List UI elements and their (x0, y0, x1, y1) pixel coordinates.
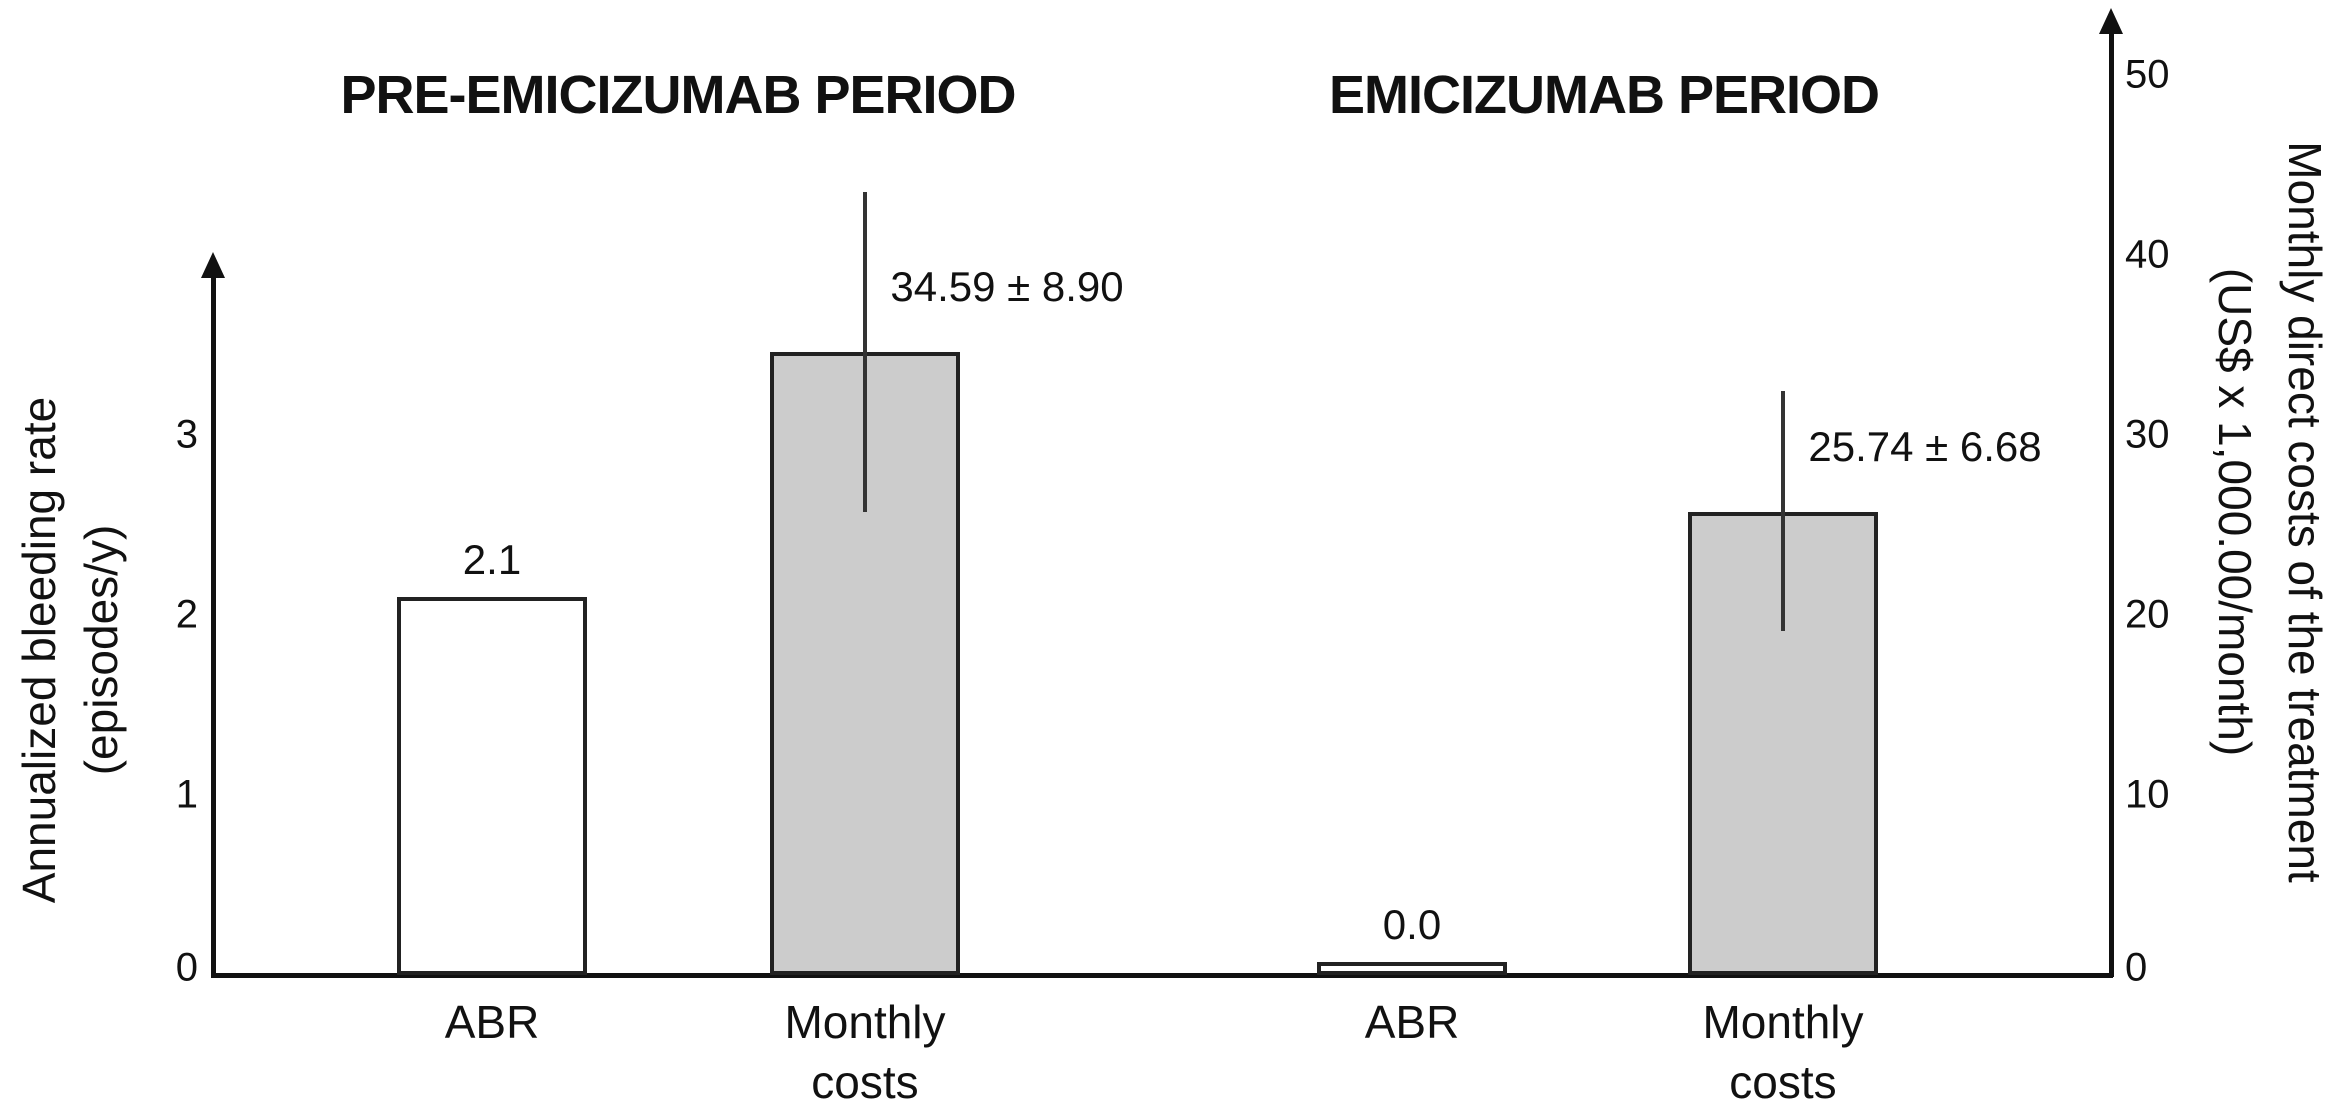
category-label-group0-monthly-costs: Monthly costs (784, 992, 945, 1109)
value-label-group1-monthly-costs: 25.74 ± 6.68 (1808, 423, 2042, 470)
category-label-line: ABR (1364, 996, 1460, 1048)
category-label-line: Monthly (784, 996, 946, 1048)
value-label-group0-abr: 2.1 (462, 536, 522, 583)
left-tick-label-3: 3 (175, 412, 198, 457)
bar-group0-abr (397, 597, 587, 975)
category-label-group1-abr: ABR (1365, 992, 1460, 1052)
error-bar-group0-monthly-costs (863, 192, 867, 512)
right-y-axis-title-line1: Monthly direct costs of the treatment (2279, 141, 2331, 883)
category-label-line: costs (1729, 1056, 1837, 1108)
bar-group1-monthly-costs (1688, 512, 1878, 975)
category-label-line: costs (811, 1056, 919, 1108)
right-y-axis-title-line2: (US$ x 1,000.00/month) (2209, 267, 2261, 757)
value-label-group1-abr: 0.0 (1382, 901, 1442, 948)
error-bar-group1-monthly-costs (1781, 391, 1785, 631)
right-tick-label-0: 0 (2125, 945, 2148, 990)
x-axis-line (211, 973, 2113, 978)
right-y-axis-title: Monthly direct costs of the treatment (U… (2200, 0, 2333, 1062)
bar-group1-abr (1317, 962, 1507, 975)
left-tick-label-0: 0 (175, 945, 198, 990)
value-label-group0-monthly-costs: 34.59 ± 8.90 (890, 263, 1124, 310)
category-label-group1-monthly-costs: Monthly costs (1702, 992, 1863, 1109)
left-tick-label-1: 1 (175, 772, 198, 817)
right-tick-label-30: 30 (2125, 412, 2170, 457)
right-y-axis-arrowhead-icon (2099, 8, 2123, 34)
left-y-axis-line (211, 276, 216, 977)
category-label-line: ABR (444, 996, 540, 1048)
category-label-line: Monthly (1702, 996, 1864, 1048)
left-tick-label-2: 2 (175, 592, 198, 637)
left-y-axis-arrowhead-icon (201, 252, 225, 278)
pre-emicizumab-period-title: PRE-EMICIZUMAB PERIOD (340, 65, 1016, 125)
left-y-axis-title-line1: Annualized bleeding rate (13, 396, 65, 904)
right-tick-label-50: 50 (2125, 52, 2170, 97)
category-label-group0-abr: ABR (445, 992, 540, 1052)
right-tick-label-20: 20 (2125, 592, 2170, 637)
emicizumab-period-title: EMICIZUMAB PERIOD (1329, 65, 1880, 125)
right-y-axis-line (2109, 32, 2114, 977)
right-tick-label-40: 40 (2125, 232, 2170, 277)
right-tick-label-10: 10 (2125, 772, 2170, 817)
